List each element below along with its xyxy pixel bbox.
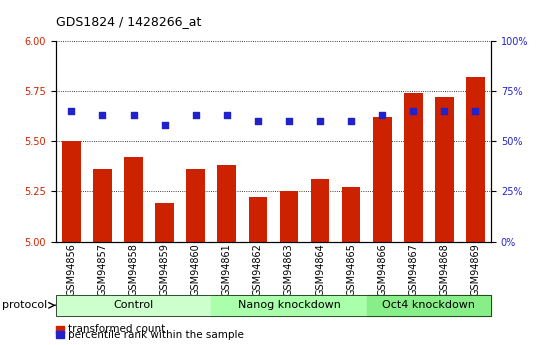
Point — [440, 109, 449, 114]
Point — [285, 119, 294, 124]
Point — [409, 109, 418, 114]
Point — [98, 113, 107, 118]
Point — [253, 119, 262, 124]
Bar — [404, 93, 422, 241]
Bar — [280, 191, 299, 242]
Bar — [56, 326, 64, 333]
Bar — [124, 157, 143, 241]
Text: transformed count: transformed count — [68, 325, 165, 334]
Bar — [186, 169, 205, 242]
Bar — [248, 197, 267, 241]
Bar — [466, 77, 485, 242]
Text: GDS1824 / 1428266_at: GDS1824 / 1428266_at — [56, 14, 201, 28]
Point — [471, 109, 480, 114]
Text: Oct4 knockdown: Oct4 knockdown — [382, 300, 475, 310]
Bar — [218, 166, 236, 242]
Bar — [311, 179, 329, 242]
Bar — [155, 204, 174, 241]
Point — [129, 113, 138, 118]
Point — [222, 113, 231, 118]
Text: protocol: protocol — [2, 300, 47, 310]
Text: Control: Control — [113, 300, 153, 310]
Bar — [373, 117, 392, 242]
Bar — [342, 187, 360, 241]
Point — [191, 113, 200, 118]
Bar — [62, 141, 81, 242]
Point — [67, 109, 76, 114]
Point — [316, 119, 325, 124]
Bar — [435, 97, 454, 242]
Point — [378, 113, 387, 118]
Bar — [56, 331, 64, 338]
Bar — [93, 169, 112, 242]
Point — [160, 123, 169, 128]
Text: percentile rank within the sample: percentile rank within the sample — [68, 330, 244, 339]
Text: Nanog knockdown: Nanog knockdown — [238, 300, 340, 310]
Point — [347, 119, 355, 124]
